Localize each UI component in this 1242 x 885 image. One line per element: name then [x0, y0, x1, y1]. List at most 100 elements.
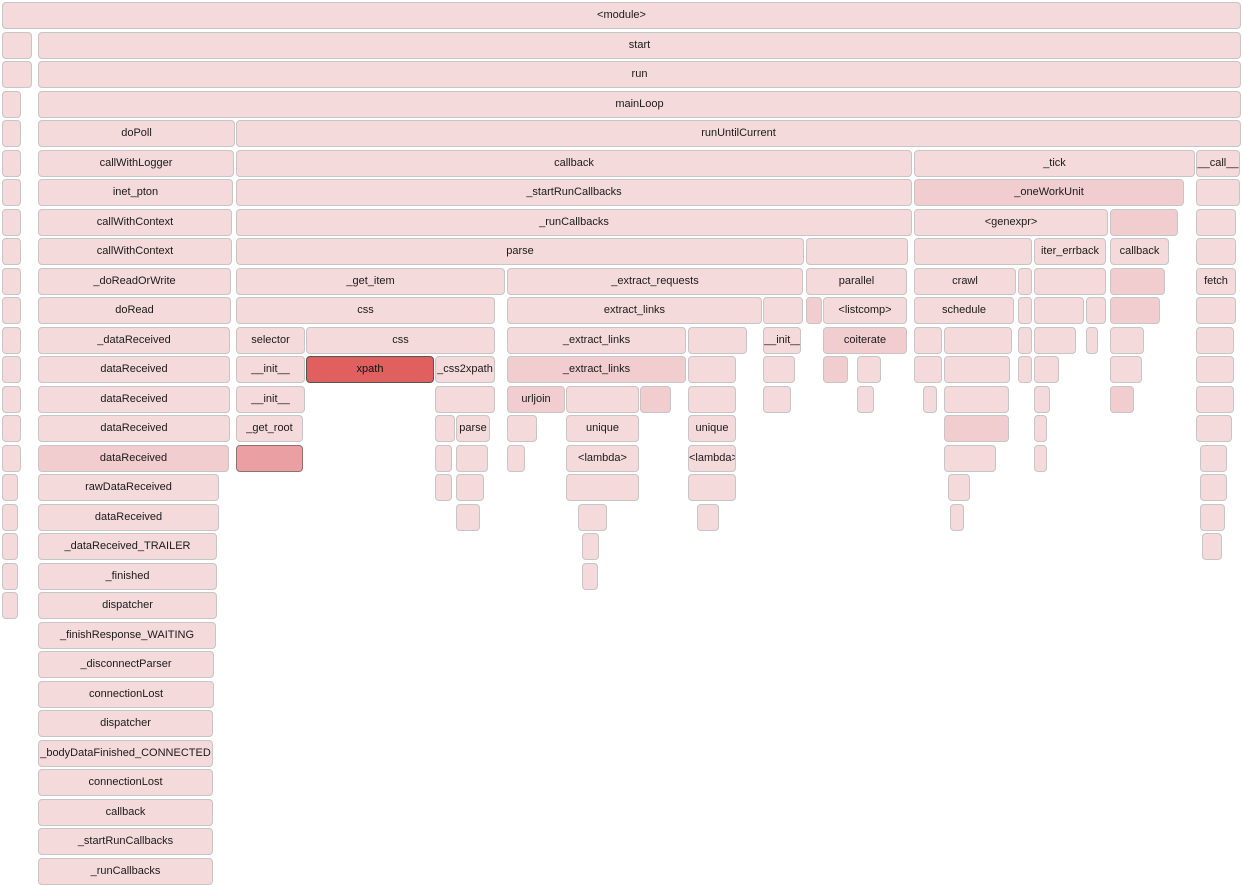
frame-unlabeled[interactable]: [2, 327, 21, 354]
frame-datareceived[interactable]: _dataReceived: [38, 327, 230, 354]
frame-unlabeled[interactable]: [435, 474, 452, 501]
frame-unlabeled[interactable]: [2, 592, 18, 619]
frame-unlabeled[interactable]: [2, 386, 21, 413]
frame-startruncallbacks[interactable]: _startRunCallbacks: [38, 828, 213, 855]
frame-parse[interactable]: parse: [236, 238, 804, 265]
frame-unlabeled[interactable]: [1034, 327, 1076, 354]
frame-datareceived[interactable]: dataReceived: [38, 504, 219, 531]
frame-inet-pton[interactable]: inet_pton: [38, 179, 233, 206]
frame-init[interactable]: __init__: [236, 386, 305, 413]
frame-unlabeled[interactable]: [640, 386, 671, 413]
frame-unlabeled[interactable]: [1200, 445, 1227, 472]
frame-run[interactable]: run: [38, 61, 1241, 88]
frame-unlabeled[interactable]: [1034, 356, 1059, 383]
frame-unlabeled[interactable]: [1018, 356, 1032, 383]
frame-css2xpath[interactable]: _css2xpath: [435, 356, 495, 383]
frame-unlabeled[interactable]: [688, 356, 736, 383]
frame-unlabeled[interactable]: [456, 504, 480, 531]
frame-unlabeled[interactable]: [763, 297, 803, 324]
frame-dopoll[interactable]: doPoll: [38, 120, 235, 147]
frame-unlabeled[interactable]: [2, 268, 21, 295]
frame-unlabeled[interactable]: [2, 209, 21, 236]
frame-crawl[interactable]: crawl: [914, 268, 1016, 295]
frame-selector[interactable]: selector: [236, 327, 305, 354]
frame-rununtilcurrent[interactable]: runUntilCurrent: [236, 120, 1241, 147]
frame-callwithcontext[interactable]: callWithContext: [38, 238, 232, 265]
frame-unlabeled[interactable]: [857, 386, 874, 413]
frame-unlabeled[interactable]: [1196, 356, 1234, 383]
frame-unlabeled[interactable]: [1110, 297, 1160, 324]
frame-unlabeled[interactable]: [2, 533, 18, 560]
frame-unlabeled[interactable]: [582, 563, 598, 590]
frame-rawdatareceived[interactable]: rawDataReceived: [38, 474, 219, 501]
frame-unlabeled[interactable]: [688, 327, 747, 354]
frame-unlabeled[interactable]: [435, 415, 455, 442]
frame-unlabeled[interactable]: [1202, 533, 1222, 560]
frame-connectionlost[interactable]: connectionLost: [38, 769, 213, 796]
frame-unlabeled[interactable]: [566, 386, 639, 413]
frame-unlabeled[interactable]: [806, 297, 822, 324]
frame-unlabeled[interactable]: [1034, 386, 1050, 413]
frame-fetch[interactable]: fetch: [1196, 268, 1236, 295]
frame-coiterate[interactable]: coiterate: [823, 327, 907, 354]
frame-unlabeled[interactable]: [1034, 445, 1047, 472]
frame-unlabeled[interactable]: [2, 150, 21, 177]
frame-unlabeled[interactable]: [950, 504, 964, 531]
frame-extract-links[interactable]: _extract_links: [507, 327, 686, 354]
frame-doreadorwrite[interactable]: _doReadOrWrite: [38, 268, 231, 295]
frame-connectionlost[interactable]: connectionLost: [38, 681, 214, 708]
frame-unlabeled[interactable]: [944, 327, 1012, 354]
frame-bodydatafinished-connected[interactable]: _bodyDataFinished_CONNECTED: [38, 740, 213, 767]
frame-datareceived[interactable]: dataReceived: [38, 386, 230, 413]
frame-unlabeled[interactable]: [2, 415, 21, 442]
frame-unlabeled[interactable]: [1034, 297, 1084, 324]
frame-unlabeled[interactable]: [1196, 179, 1240, 206]
frame-unlabeled[interactable]: [914, 327, 942, 354]
frame-get-root[interactable]: _get_root: [236, 415, 303, 442]
frame-listcomp[interactable]: <listcomp>: [823, 297, 907, 324]
frame-unlabeled[interactable]: [1196, 238, 1236, 265]
frame-schedule[interactable]: schedule: [914, 297, 1014, 324]
frame-finishresponse-waiting[interactable]: _finishResponse_WAITING: [38, 622, 216, 649]
frame-unique[interactable]: unique: [688, 415, 736, 442]
frame-parallel[interactable]: parallel: [806, 268, 907, 295]
frame-unlabeled[interactable]: [1018, 327, 1032, 354]
frame-unlabeled[interactable]: [2, 61, 32, 88]
frame-unlabeled[interactable]: [456, 474, 484, 501]
frame-unlabeled[interactable]: [1110, 356, 1142, 383]
frame-unlabeled[interactable]: [1200, 504, 1225, 531]
frame-unlabeled[interactable]: [948, 474, 970, 501]
frame-dispatcher[interactable]: dispatcher: [38, 592, 217, 619]
frame-unlabeled[interactable]: [914, 238, 1032, 265]
frame-disconnectparser[interactable]: _disconnectParser: [38, 651, 214, 678]
frame-lambda[interactable]: <lambda>: [688, 445, 736, 472]
frame-finished[interactable]: _finished: [38, 563, 217, 590]
frame-unlabeled[interactable]: [1196, 327, 1234, 354]
frame-tick[interactable]: _tick: [914, 150, 1195, 177]
frame-iter-errback[interactable]: iter_errback: [1034, 238, 1106, 265]
frame-unlabeled[interactable]: [507, 445, 525, 472]
frame-callback[interactable]: callback: [1110, 238, 1169, 265]
frame-init[interactable]: __init__: [763, 327, 801, 354]
frame-unlabeled[interactable]: [456, 445, 488, 472]
frame-unlabeled[interactable]: [923, 386, 937, 413]
frame-unlabeled[interactable]: [2, 474, 18, 501]
frame-unlabeled[interactable]: [578, 504, 607, 531]
frame-unlabeled[interactable]: [1110, 268, 1165, 295]
frame-unlabeled[interactable]: [435, 445, 452, 472]
frame-unlabeled[interactable]: [944, 415, 1009, 442]
frame-unlabeled[interactable]: [914, 356, 942, 383]
frame-unlabeled[interactable]: [1196, 415, 1232, 442]
frame-unlabeled[interactable]: [1110, 209, 1178, 236]
frame-call[interactable]: __call__: [1196, 150, 1240, 177]
frame-unlabeled[interactable]: [2, 179, 21, 206]
frame-css[interactable]: css: [236, 297, 495, 324]
frame-unlabeled[interactable]: [2, 445, 21, 472]
frame-unlabeled[interactable]: [944, 445, 996, 472]
frame-unlabeled[interactable]: [1200, 474, 1227, 501]
frame-unlabeled[interactable]: [2, 356, 21, 383]
frame-mainloop[interactable]: mainLoop: [38, 91, 1241, 118]
frame-datareceived[interactable]: dataReceived: [38, 445, 229, 472]
frame-unlabeled[interactable]: [2, 120, 21, 147]
frame-callback[interactable]: callback: [38, 799, 213, 826]
